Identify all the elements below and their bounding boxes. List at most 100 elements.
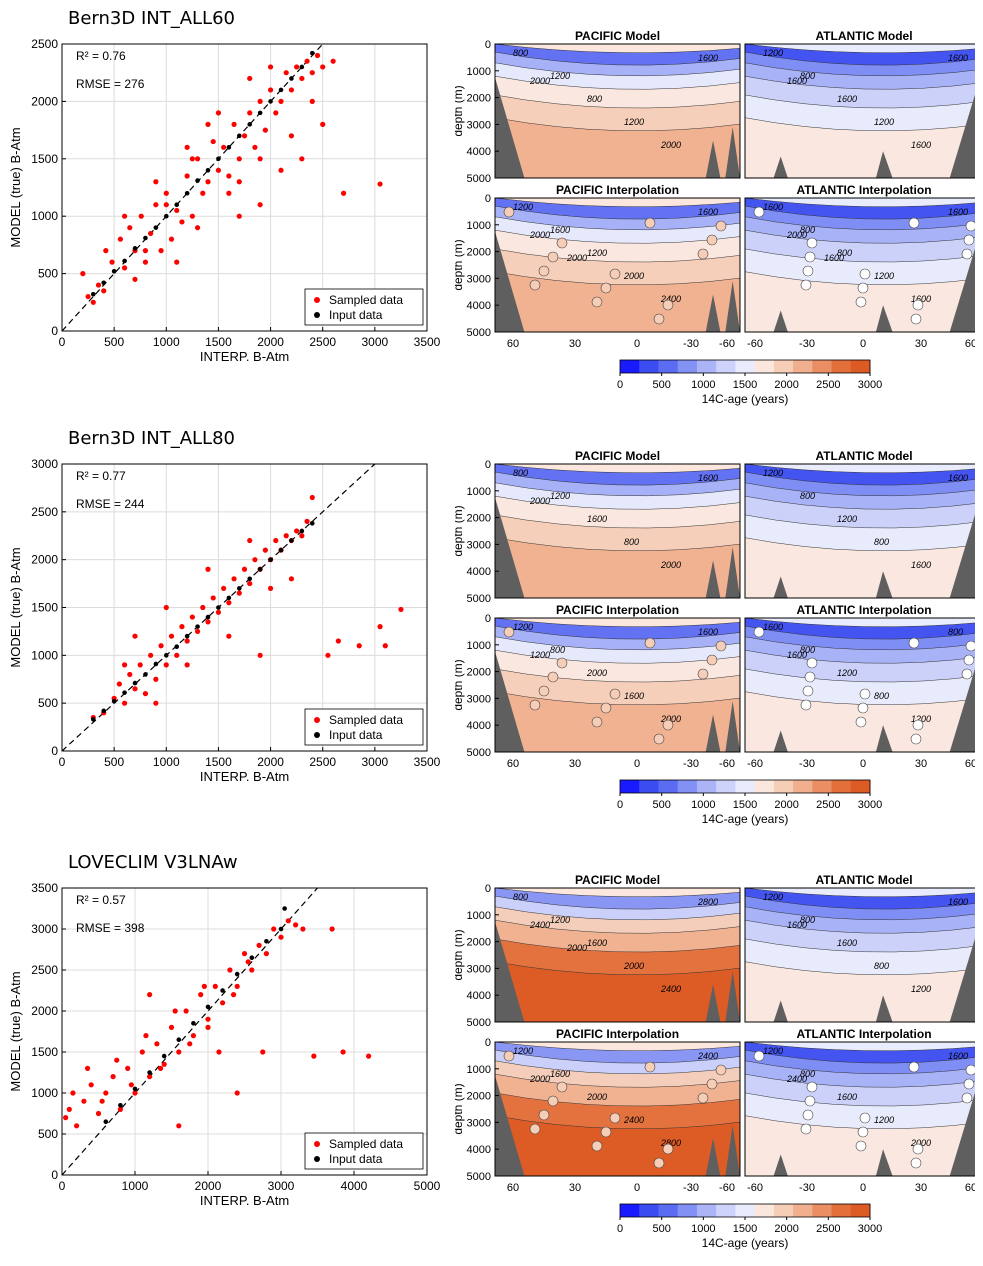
lat-tick-label: -60: [747, 758, 763, 770]
sampled-point: [236, 213, 242, 219]
colorbar-tick-label: 2000: [774, 1223, 798, 1235]
figure-row-1: Bern3D INT_ALL60 0 500 1000 1500 2000 2500 300…: [0, 0, 983, 420]
seafloor-topography: [773, 1000, 788, 1022]
station-marker: [706, 654, 718, 666]
contour-label: 1200: [911, 714, 931, 724]
sampled-point: [215, 167, 222, 173]
station-marker: [961, 668, 973, 680]
depth-tick-label: 5000: [467, 747, 491, 759]
y-tick-label: 0: [51, 324, 58, 338]
station-marker: [715, 640, 727, 652]
station-marker: [715, 1064, 727, 1076]
r2-annotation: R² = 0.77: [76, 469, 126, 483]
sampled-point: [158, 248, 164, 254]
contour-label: 1600: [587, 938, 607, 948]
station-marker: [859, 268, 871, 280]
contour-label: 1600: [948, 473, 968, 483]
x-tick-label: 1000: [153, 335, 180, 349]
station-marker: [855, 1140, 867, 1152]
station-marker: [600, 702, 612, 714]
seafloor-topography: [705, 1138, 721, 1176]
sampled-point: [174, 207, 180, 214]
input-point: [282, 906, 287, 911]
x-tick-label: 0: [59, 755, 66, 769]
sampled-point: [260, 1049, 266, 1055]
input-point: [111, 698, 117, 704]
input-point: [216, 605, 221, 610]
seafloor-topography: [705, 294, 721, 332]
station-marker: [806, 1081, 818, 1093]
y-tick-label: 0: [51, 1168, 58, 1182]
seafloor-topography: [875, 305, 893, 332]
station-marker: [591, 716, 603, 728]
colorbar-tick-label: 2000: [774, 379, 798, 391]
contour-label: 1600: [550, 1069, 570, 1079]
station-marker: [961, 1092, 973, 1104]
input-point: [161, 1053, 167, 1059]
colorbar-segment: [620, 780, 640, 793]
colorbar-tick-label: 2500: [816, 379, 840, 391]
seafloor-topography: [725, 547, 740, 598]
sampled-point: [101, 288, 107, 294]
input-point: [132, 246, 138, 251]
depth-tick-label: 4000: [467, 146, 491, 158]
sampled-point: [163, 662, 169, 668]
sampled-point: [103, 248, 109, 254]
depth-tick-label: 1000: [467, 1064, 491, 1076]
input-point: [289, 538, 294, 543]
colorbar-label: 14C-age (years): [702, 392, 789, 406]
station-marker: [802, 685, 814, 697]
contour-label: 1200: [763, 892, 783, 902]
panel-frame: [494, 463, 741, 599]
y-tick-label: 0: [51, 744, 58, 758]
depth-tick-label: 5000: [467, 1171, 491, 1183]
y-tick-label: 2000: [31, 1004, 58, 1018]
depth-tick-label: 0: [485, 459, 491, 471]
panel-frame: [494, 887, 741, 1023]
colorbar-tick-label: 1000: [691, 799, 715, 811]
colorbar-segment: [831, 360, 852, 373]
contour-label: 1600: [837, 1092, 857, 1102]
station-marker: [910, 1157, 922, 1169]
input-point: [264, 939, 269, 944]
contour-band: [744, 537, 975, 599]
sampled-point: [198, 992, 204, 998]
station-marker: [804, 671, 816, 683]
sampled-point: [147, 1074, 153, 1080]
sampled-point: [329, 926, 335, 932]
seafloor-topography: [495, 1075, 525, 1176]
panel-title: ATLANTIC Model: [815, 29, 912, 43]
depth-tick-label: 3000: [467, 119, 491, 131]
station-marker: [912, 719, 924, 731]
sampled-point: [231, 576, 237, 582]
colorbar-segment: [716, 780, 736, 793]
legend-label-input: Input data: [329, 728, 383, 742]
colorbar-tick-label: 1000: [691, 1223, 715, 1235]
station-marker: [644, 1061, 656, 1073]
station-marker: [965, 640, 975, 652]
sampled-point: [230, 992, 237, 998]
sampled-point: [142, 248, 149, 254]
sampled-point: [236, 590, 242, 596]
seafloor-topography: [875, 571, 893, 598]
sampled-point: [366, 1053, 372, 1059]
contour-label: 800: [800, 915, 815, 925]
legend-label-sampled: Sampled data: [329, 713, 403, 727]
contour-label: 2800: [660, 1138, 681, 1148]
contour-label: 1600: [698, 207, 718, 217]
seafloor-topography: [773, 156, 788, 178]
r2-annotation: R² = 0.57: [76, 893, 126, 907]
station-marker: [697, 668, 709, 680]
station-marker: [529, 1123, 541, 1135]
lat-tick-label: -30: [799, 758, 815, 770]
sampled-point: [142, 259, 149, 265]
input-point: [101, 708, 107, 714]
colorbar-segment: [831, 780, 852, 793]
depth-tick-label: 5000: [467, 1017, 491, 1029]
panel-title: PACIFIC Interpolation: [556, 1027, 679, 1041]
sampled-point: [80, 271, 86, 277]
y-tick-label: 500: [38, 267, 58, 281]
